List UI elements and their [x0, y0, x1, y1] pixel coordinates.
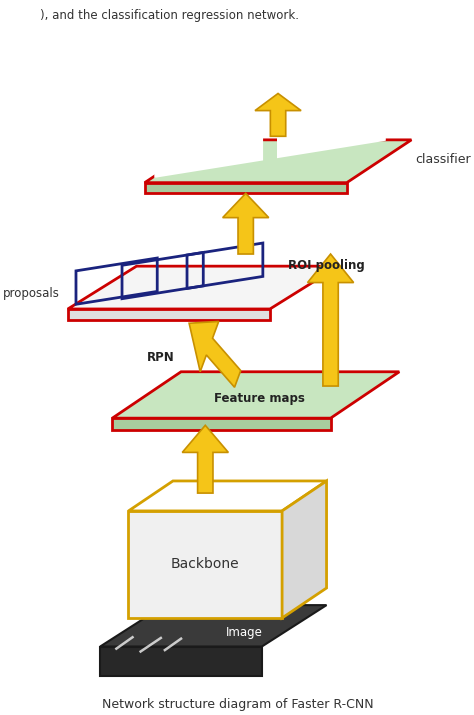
- Polygon shape: [100, 646, 262, 676]
- Polygon shape: [112, 418, 330, 430]
- Text: Feature maps: Feature maps: [214, 392, 305, 405]
- Text: ROI pooling: ROI pooling: [288, 259, 365, 272]
- Text: classifier: classifier: [416, 152, 471, 166]
- Text: Network structure diagram of Faster R-CNN: Network structure diagram of Faster R-CN…: [102, 698, 374, 711]
- Polygon shape: [255, 94, 301, 137]
- Text: ), and the classification regression network.: ), and the classification regression net…: [39, 9, 299, 22]
- Text: Backbone: Backbone: [171, 558, 239, 571]
- Polygon shape: [100, 605, 327, 646]
- Polygon shape: [68, 266, 339, 309]
- Text: RPN: RPN: [147, 351, 175, 364]
- Text: Image: Image: [226, 626, 263, 639]
- Polygon shape: [278, 107, 385, 157]
- Polygon shape: [182, 425, 228, 493]
- Polygon shape: [308, 254, 354, 386]
- Polygon shape: [282, 481, 327, 618]
- Polygon shape: [223, 193, 269, 254]
- Polygon shape: [145, 182, 347, 193]
- Polygon shape: [68, 309, 270, 320]
- Polygon shape: [128, 481, 327, 511]
- Polygon shape: [128, 511, 282, 618]
- Polygon shape: [155, 126, 262, 177]
- Polygon shape: [145, 140, 411, 182]
- Polygon shape: [112, 372, 399, 418]
- Polygon shape: [189, 322, 241, 388]
- Text: proposals: proposals: [3, 287, 60, 300]
